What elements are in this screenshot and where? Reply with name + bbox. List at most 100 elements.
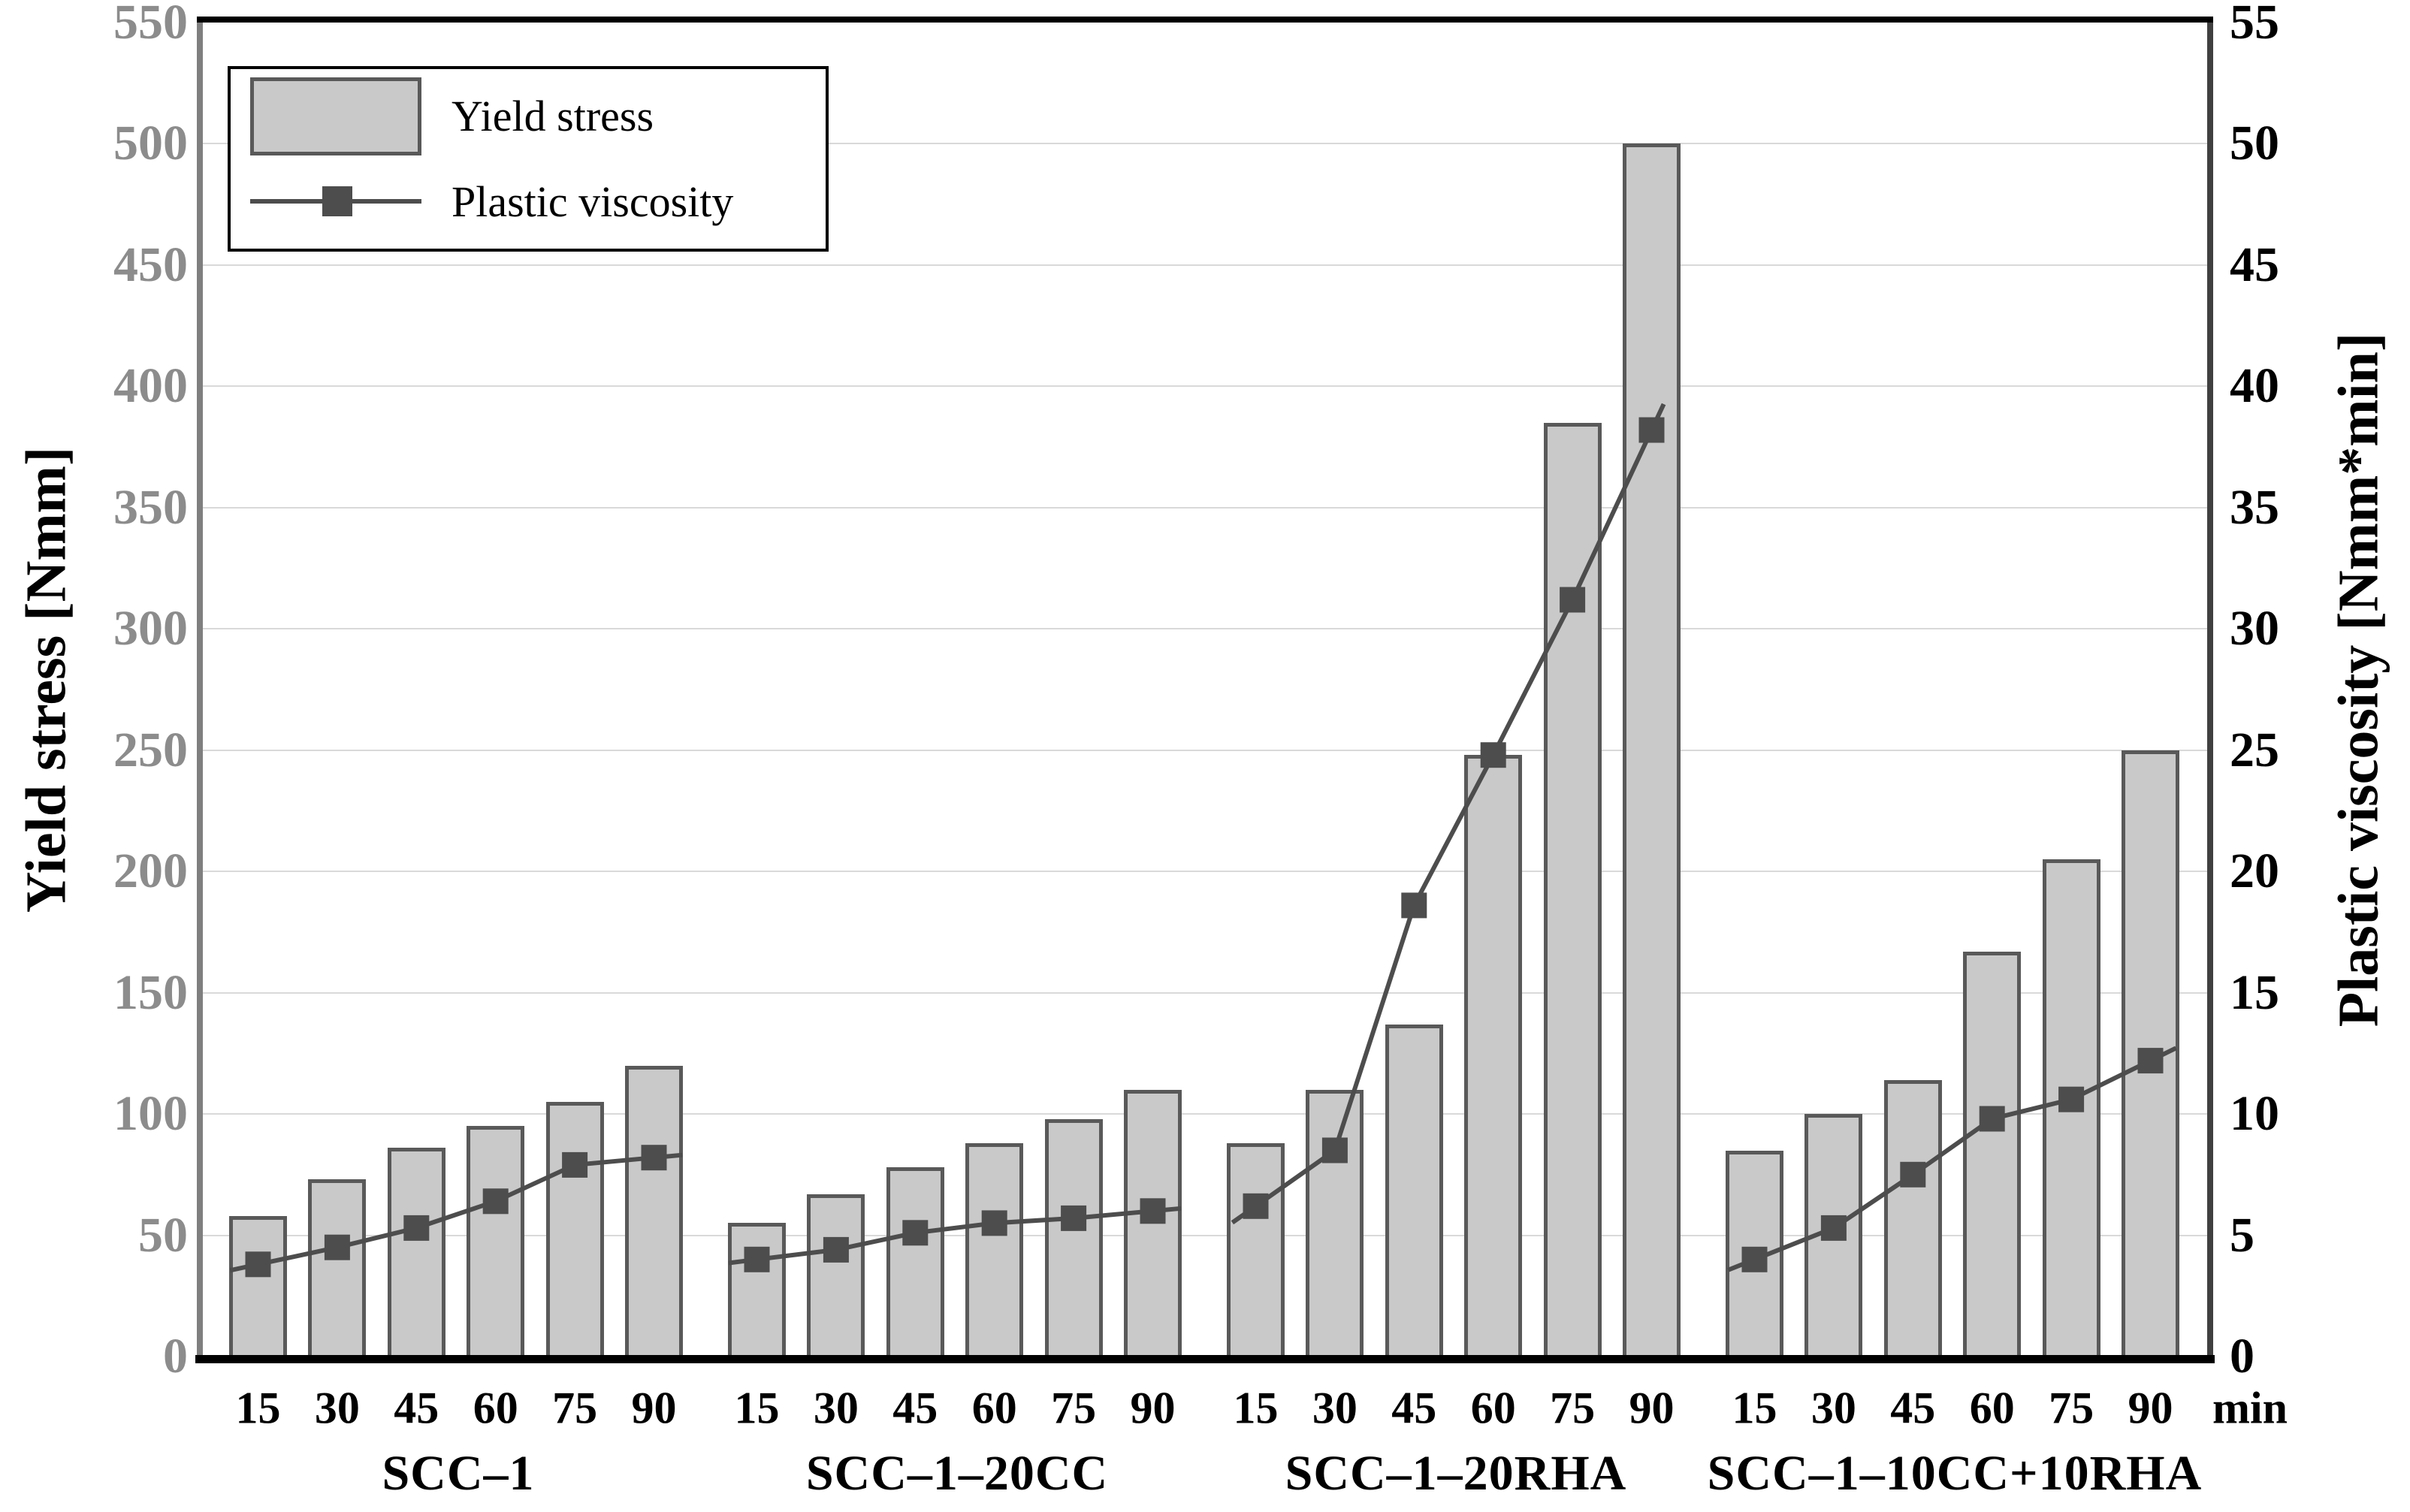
gridlines (203, 23, 2207, 1357)
yield-stress-bar (387, 1148, 445, 1357)
legend-line-swatch (250, 160, 424, 243)
group-label: SCC–1–10CC+10RHA (1707, 1446, 2203, 1501)
plastic-viscosity-marker (823, 1236, 849, 1263)
left-axis-tick-label: 100 (113, 1086, 188, 1142)
plastic-viscosity-marker (1243, 1193, 1269, 1219)
x-axis-line (195, 1355, 2215, 1363)
yield-stress-bar (728, 1223, 786, 1357)
time-tick-label: 90 (1130, 1383, 1176, 1433)
plastic-viscosity-marker (744, 1246, 770, 1272)
bar-series (203, 23, 2207, 1357)
right-axis-tick-label: 30 (2230, 601, 2279, 656)
gridline (203, 264, 2207, 266)
time-tick-label: 75 (2049, 1383, 2094, 1433)
yield-stress-bar (1883, 1079, 1942, 1357)
plastic-viscosity-marker (1140, 1198, 1166, 1224)
plastic-viscosity-marker (562, 1151, 588, 1178)
group-label: SCC–1 (382, 1446, 535, 1501)
right-axis-tick-label: 15 (2230, 964, 2279, 1020)
yield-stress-bar (229, 1215, 287, 1357)
plastic-viscosity-marker (324, 1234, 350, 1260)
yield-stress-bar (965, 1142, 1024, 1357)
group-label: SCC–1–20CC (805, 1446, 1109, 1501)
left-axis-tick-label: 300 (113, 601, 188, 656)
legend-item-plastic-viscosity: Plastic viscosity (231, 160, 826, 243)
left-axis-tick-label: 500 (113, 116, 188, 171)
yield-stress-bar (308, 1179, 367, 1357)
right-axis-tick-label: 35 (2230, 479, 2279, 535)
gridline (203, 628, 2207, 630)
yield-stress-bar (1227, 1142, 1285, 1357)
time-tick-label: 75 (1550, 1383, 1596, 1433)
group-label: SCC–1–20RHA (1285, 1446, 1627, 1501)
plastic-viscosity-marker (1979, 1106, 2005, 1132)
right-axis-tick-label: 45 (2230, 237, 2279, 292)
yield-stress-bar (625, 1065, 683, 1357)
minutes-unit-label: min (2212, 1383, 2288, 1433)
plastic-viscosity-line (1231, 403, 1666, 1225)
legend-item-yield-stress: Yield stress (231, 75, 826, 158)
plot-top-border (197, 17, 2213, 23)
left-axis-tick-label: 450 (113, 237, 188, 292)
legend-marker-icon (322, 186, 352, 217)
legend-plastic-viscosity-label: Plastic viscosity (451, 177, 734, 226)
time-tick-label: 15 (734, 1383, 780, 1433)
left-axis-tick-label: 350 (113, 479, 188, 535)
plastic-viscosity-line (1727, 1046, 2177, 1272)
time-tick-label: 60 (1470, 1383, 1516, 1433)
gridline (203, 1234, 2207, 1236)
time-tick-label: 30 (1312, 1383, 1358, 1433)
plastic-viscosity-marker (1480, 742, 1506, 768)
time-tick-label: 90 (1629, 1383, 1675, 1433)
time-tick-label: 15 (235, 1383, 281, 1433)
right-axis-tick-label: 10 (2230, 1086, 2279, 1142)
time-tick-label: 45 (394, 1383, 439, 1433)
legend-yield-stress-label: Yield stress (451, 92, 654, 141)
gridline (203, 385, 2207, 388)
time-tick-label: 45 (1890, 1383, 1936, 1433)
right-axis-tick-label: 20 (2230, 844, 2279, 899)
time-tick-label: 60 (473, 1383, 518, 1433)
yield-stress-bar (1124, 1089, 1182, 1357)
y-axis-right-line (2207, 17, 2213, 1363)
plastic-viscosity-marker (641, 1145, 667, 1171)
yield-stress-bar (1623, 143, 1681, 1357)
plastic-viscosity-marker (1638, 417, 1665, 443)
plastic-viscosity-marker (403, 1215, 430, 1241)
plastic-viscosity-marker (2058, 1086, 2085, 1112)
gridline (203, 749, 2207, 751)
gridline (203, 506, 2207, 509)
plastic-viscosity-marker (245, 1251, 271, 1278)
y-axis-left-line (197, 23, 203, 1363)
plastic-viscosity-marker (1900, 1161, 1926, 1188)
plastic-viscosity-marker (902, 1220, 929, 1246)
time-tick-label: 60 (1969, 1383, 2015, 1433)
plastic-viscosity-marker (482, 1188, 509, 1215)
legend-bar-swatch (250, 75, 424, 158)
right-axis-title: Plastic viscosity [Nmm*min] (2327, 332, 2390, 1028)
time-tick-label: 90 (631, 1383, 677, 1433)
left-axis-tick-label: 150 (113, 964, 188, 1020)
time-tick-label: 15 (1233, 1383, 1279, 1433)
plastic-viscosity-marker (1560, 587, 1586, 613)
yield-stress-bar (1044, 1118, 1103, 1357)
plastic-viscosity-line (728, 1206, 1182, 1266)
yield-stress-bar (1385, 1024, 1443, 1357)
plastic-viscosity-marker (1820, 1215, 1847, 1241)
time-tick-label: 75 (1051, 1383, 1097, 1433)
plastic-viscosity-marker (1061, 1205, 1087, 1231)
right-axis-tick-label: 40 (2230, 358, 2279, 414)
left-axis-tick-label: 200 (113, 844, 188, 899)
plastic-viscosity-marker (1321, 1137, 1348, 1163)
plastic-viscosity-marker (1401, 892, 1427, 919)
plastic-viscosity-marker (981, 1210, 1007, 1236)
time-tick-label: 45 (1391, 1383, 1437, 1433)
yield-stress-bar (1543, 422, 1602, 1357)
right-axis-tick-label: 5 (2230, 1207, 2254, 1263)
left-axis-tick-label: 250 (113, 722, 188, 777)
yield-stress-bar (545, 1101, 604, 1357)
yield-stress-bar (467, 1126, 525, 1357)
plastic-viscosity-marker (2137, 1048, 2164, 1074)
right-axis-tick-label: 55 (2230, 0, 2279, 50)
